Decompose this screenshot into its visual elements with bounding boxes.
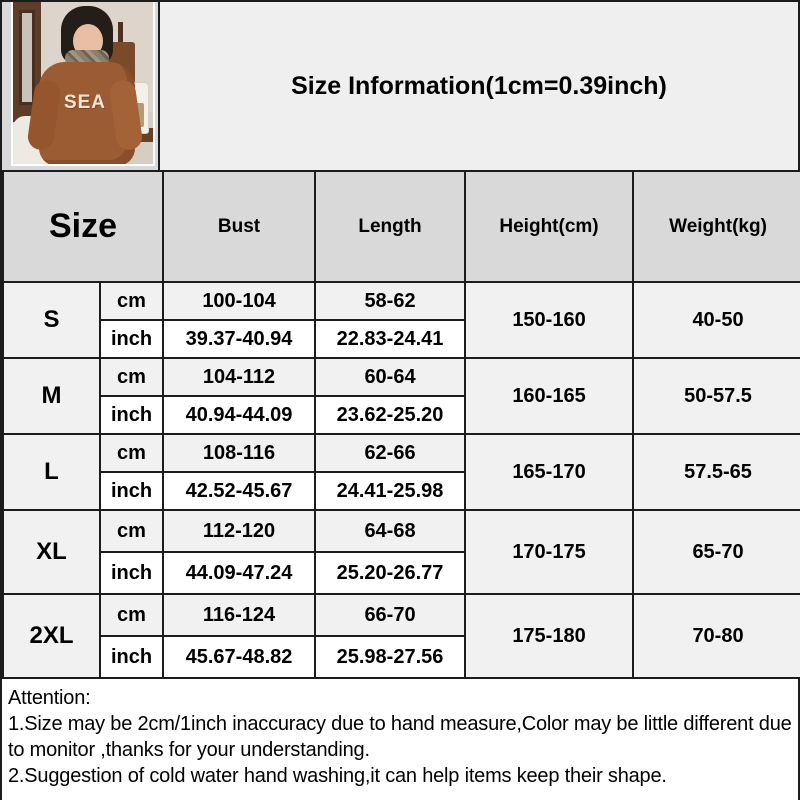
size-label-l: L bbox=[2, 433, 101, 511]
length-inch-value: 23.62-25.20 bbox=[314, 395, 467, 435]
weight-value: 70-80 bbox=[632, 593, 800, 679]
size-table: Size Bust Length Height(cm) Weight(kg) S… bbox=[1, 170, 800, 679]
length-cm-value: 58-62 bbox=[314, 281, 467, 321]
attention-heading: Attention: bbox=[8, 687, 91, 709]
attention-note-2: 2.Suggestion of cold water hand washing,… bbox=[8, 765, 667, 787]
length-inch-value: 25.98-27.56 bbox=[314, 635, 467, 679]
col-header-length: Length bbox=[314, 170, 467, 283]
table-row: M cm 104-112 60-64 160-165 50-57.5 bbox=[2, 357, 800, 435]
bust-inch-value: 45.67-48.82 bbox=[162, 635, 317, 679]
bust-cm-value: 116-124 bbox=[162, 593, 317, 637]
bust-inch-value: 40.94-44.09 bbox=[162, 395, 317, 435]
height-value: 165-170 bbox=[464, 433, 635, 511]
page-title: Size Information(1cm=0.39inch) bbox=[291, 71, 667, 100]
col-header-height: Height(cm) bbox=[464, 170, 635, 283]
top-banner: SEA Size Information(1cm=0.39inch) bbox=[2, 2, 798, 170]
product-photo: SEA bbox=[11, 2, 155, 166]
unit-cm: cm bbox=[98, 433, 165, 473]
table-row: inch 39.37-40.94 22.83-24.41 bbox=[3, 319, 800, 359]
size-label-xl: XL bbox=[2, 509, 101, 595]
height-value: 150-160 bbox=[464, 281, 635, 359]
table-row: S cm 100-104 58-62 150-160 40-50 bbox=[2, 281, 800, 359]
unit-inch: inch bbox=[98, 395, 165, 435]
door-glass bbox=[19, 10, 35, 105]
length-cm-value: 66-70 bbox=[314, 593, 467, 637]
bust-cm-value: 112-120 bbox=[162, 509, 317, 553]
bust-inch-value: 44.09-47.24 bbox=[162, 551, 317, 595]
weight-value: 40-50 bbox=[632, 281, 800, 359]
weight-value: 57.5-65 bbox=[632, 433, 800, 511]
col-header-size: Size bbox=[1, 170, 165, 283]
length-inch-value: 22.83-24.41 bbox=[314, 319, 467, 359]
table-row: inch 42.52-45.67 24.41-25.98 bbox=[3, 471, 800, 511]
unit-inch: inch bbox=[98, 471, 165, 511]
unit-cm: cm bbox=[98, 509, 165, 553]
weight-value: 65-70 bbox=[632, 509, 800, 595]
weight-value: 50-57.5 bbox=[632, 357, 800, 435]
title-cell: Size Information(1cm=0.39inch) bbox=[160, 2, 798, 170]
table-row: inch 44.09-47.24 25.20-26.77 bbox=[3, 551, 800, 595]
unit-inch: inch bbox=[98, 319, 165, 359]
attention-note-1: 1.Size may be 2cm/1inch inaccuracy due t… bbox=[8, 713, 792, 761]
table-row: L cm 108-116 62-66 165-170 57.5-65 bbox=[2, 433, 800, 511]
attention-section: Attention: 1.Size may be 2cm/1inch inacc… bbox=[2, 679, 798, 800]
size-label-2xl: 2XL bbox=[2, 593, 101, 679]
size-label-s: S bbox=[2, 281, 101, 359]
height-value: 160-165 bbox=[464, 357, 635, 435]
length-cm-value: 64-68 bbox=[314, 509, 467, 553]
bust-cm-value: 104-112 bbox=[162, 357, 317, 397]
length-cm-value: 62-66 bbox=[314, 433, 467, 473]
height-value: 170-175 bbox=[464, 509, 635, 595]
length-inch-value: 25.20-26.77 bbox=[314, 551, 467, 595]
sweater-print-text: SEA bbox=[63, 92, 107, 113]
length-cm-value: 60-64 bbox=[314, 357, 467, 397]
height-value: 175-180 bbox=[464, 593, 635, 679]
table-row: 2XL cm 116-124 66-70 175-180 70-80 bbox=[2, 593, 800, 679]
table-header-row: Size Bust Length Height(cm) Weight(kg) bbox=[1, 170, 800, 283]
unit-cm: cm bbox=[98, 593, 165, 637]
length-inch-value: 24.41-25.98 bbox=[314, 471, 467, 511]
unit-inch: inch bbox=[98, 551, 165, 595]
bust-inch-value: 42.52-45.67 bbox=[162, 471, 317, 511]
unit-cm: cm bbox=[98, 357, 165, 397]
size-label-m: M bbox=[2, 357, 101, 435]
col-header-weight: Weight(kg) bbox=[632, 170, 800, 283]
col-header-bust: Bust bbox=[162, 170, 317, 283]
table-row: XL cm 112-120 64-68 170-175 65-70 bbox=[2, 509, 800, 595]
product-photo-cell: SEA bbox=[2, 2, 160, 170]
unit-inch: inch bbox=[98, 635, 165, 679]
table-row: inch 45.67-48.82 25.98-27.56 bbox=[3, 635, 800, 679]
unit-cm: cm bbox=[98, 281, 165, 321]
bust-inch-value: 39.37-40.94 bbox=[162, 319, 317, 359]
table-row: inch 40.94-44.09 23.62-25.20 bbox=[3, 395, 800, 435]
bust-cm-value: 108-116 bbox=[162, 433, 317, 473]
bust-cm-value: 100-104 bbox=[162, 281, 317, 321]
